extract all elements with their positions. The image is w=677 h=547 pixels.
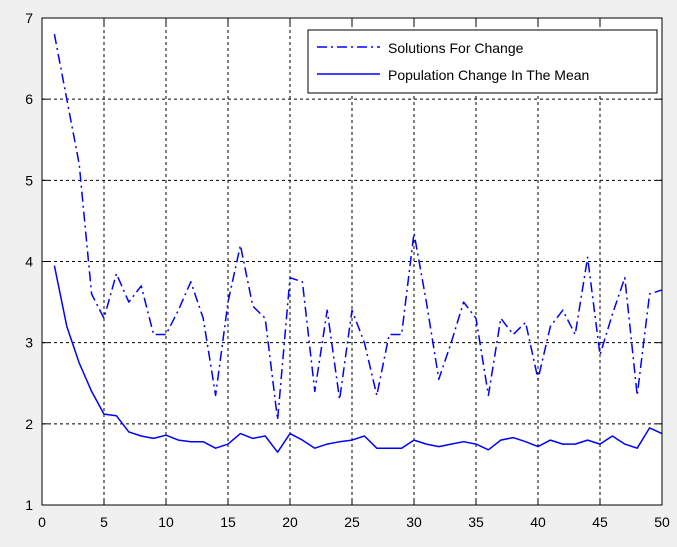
grid-lines [42,18,662,505]
x-tick-label: 20 [282,514,298,530]
x-tick-label: 30 [406,514,422,530]
x-tick-label: 25 [344,514,360,530]
x-tick-label: 5 [100,514,108,530]
y-tick-label: 1 [25,497,33,513]
x-tick-label: 10 [158,514,174,530]
y-tick-label: 3 [25,335,33,351]
legend-label-population: Population Change In The Mean [388,67,589,83]
x-tick-label: 40 [530,514,546,530]
legend-label-solutions: Solutions For Change [388,40,524,56]
series-line-population-change [53,265,663,453]
x-tick-label: 35 [468,514,484,530]
x-tick-label: 45 [592,514,608,530]
y-tick-label: 5 [25,172,33,188]
y-tick-label: 2 [25,416,33,432]
x-tick-label: 15 [220,514,236,530]
legend: Solutions For Change Population Change I… [307,29,658,94]
y-tick-label: 6 [25,91,33,107]
x-tick-label: 0 [38,514,46,530]
x-tick-label: 50 [654,514,670,530]
series-lines [53,34,663,453]
series-line-solutions-for-change [53,34,663,421]
y-tick-label: 4 [25,254,33,270]
y-tick-label: 7 [25,10,33,26]
legend-box [307,29,658,94]
